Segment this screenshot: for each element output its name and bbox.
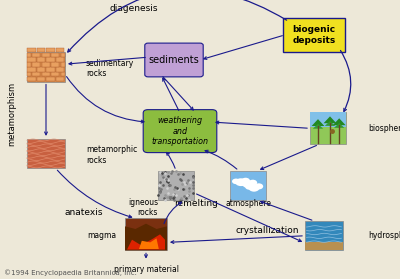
Bar [46, 57, 55, 62]
Polygon shape [139, 238, 159, 249]
Bar [51, 52, 60, 57]
Bar [61, 62, 65, 67]
Text: igneous
rocks: igneous rocks [128, 198, 158, 218]
Bar [310, 112, 346, 145]
Bar [42, 72, 50, 76]
Bar [27, 57, 36, 62]
Bar [56, 77, 64, 81]
Bar [56, 57, 64, 62]
Bar [37, 48, 45, 52]
Text: crystallization: crystallization [236, 226, 300, 235]
Circle shape [248, 180, 257, 186]
Bar [37, 67, 45, 71]
Bar [61, 52, 65, 57]
Bar [46, 77, 55, 81]
Bar [46, 48, 55, 52]
FancyBboxPatch shape [143, 110, 217, 153]
Bar [37, 77, 45, 81]
Circle shape [242, 180, 254, 188]
Polygon shape [127, 234, 165, 249]
Polygon shape [125, 224, 167, 251]
Bar [56, 67, 64, 71]
Bar [305, 221, 343, 251]
Bar [32, 52, 40, 57]
Polygon shape [325, 121, 335, 126]
FancyBboxPatch shape [145, 43, 203, 77]
Text: biosphere: biosphere [368, 124, 400, 133]
Bar [42, 52, 50, 57]
Bar [158, 171, 194, 200]
Circle shape [241, 178, 250, 184]
Bar [27, 139, 65, 168]
Bar [27, 62, 31, 67]
Bar [27, 52, 65, 81]
Circle shape [232, 179, 240, 184]
Circle shape [245, 184, 253, 190]
FancyBboxPatch shape [284, 18, 345, 52]
Bar [32, 72, 40, 76]
Text: sedimentary
rocks: sedimentary rocks [86, 59, 134, 78]
Bar [125, 218, 167, 251]
Bar [305, 242, 343, 251]
Bar [230, 171, 266, 200]
Bar [310, 112, 346, 127]
Text: biogenic
deposits: biogenic deposits [292, 25, 336, 45]
Text: weathering
and
transportation: weathering and transportation [152, 116, 208, 146]
Polygon shape [324, 116, 336, 123]
Bar [27, 48, 36, 52]
Text: metamorphic
rocks: metamorphic rocks [86, 145, 137, 165]
Circle shape [239, 181, 247, 186]
Bar [27, 67, 36, 71]
Bar [56, 48, 64, 52]
Text: atmosphere: atmosphere [225, 199, 271, 208]
Text: remelting: remelting [174, 199, 218, 208]
Bar [27, 77, 36, 81]
Bar [51, 72, 60, 76]
Bar [42, 62, 50, 67]
Bar [37, 57, 45, 62]
Polygon shape [334, 123, 344, 128]
Bar [27, 52, 31, 57]
Text: metamorphism: metamorphism [8, 82, 16, 146]
Text: hydrosphere: hydrosphere [368, 231, 400, 240]
Text: ©1994 Encyclopaedia Britannica, Inc.: ©1994 Encyclopaedia Britannica, Inc. [4, 270, 137, 276]
Bar [32, 62, 40, 67]
Polygon shape [313, 124, 323, 129]
Bar [51, 62, 60, 67]
Circle shape [248, 184, 260, 192]
Text: magma: magma [87, 231, 116, 240]
Text: sediments: sediments [149, 55, 199, 65]
Text: diagenesis: diagenesis [110, 4, 158, 13]
Circle shape [254, 183, 263, 189]
Polygon shape [312, 119, 324, 126]
Polygon shape [333, 118, 346, 125]
Bar [27, 72, 31, 76]
Text: anatexis: anatexis [65, 208, 103, 217]
Bar [46, 67, 55, 71]
Bar [61, 72, 65, 76]
Text: primary material: primary material [114, 265, 178, 274]
Circle shape [235, 178, 246, 186]
